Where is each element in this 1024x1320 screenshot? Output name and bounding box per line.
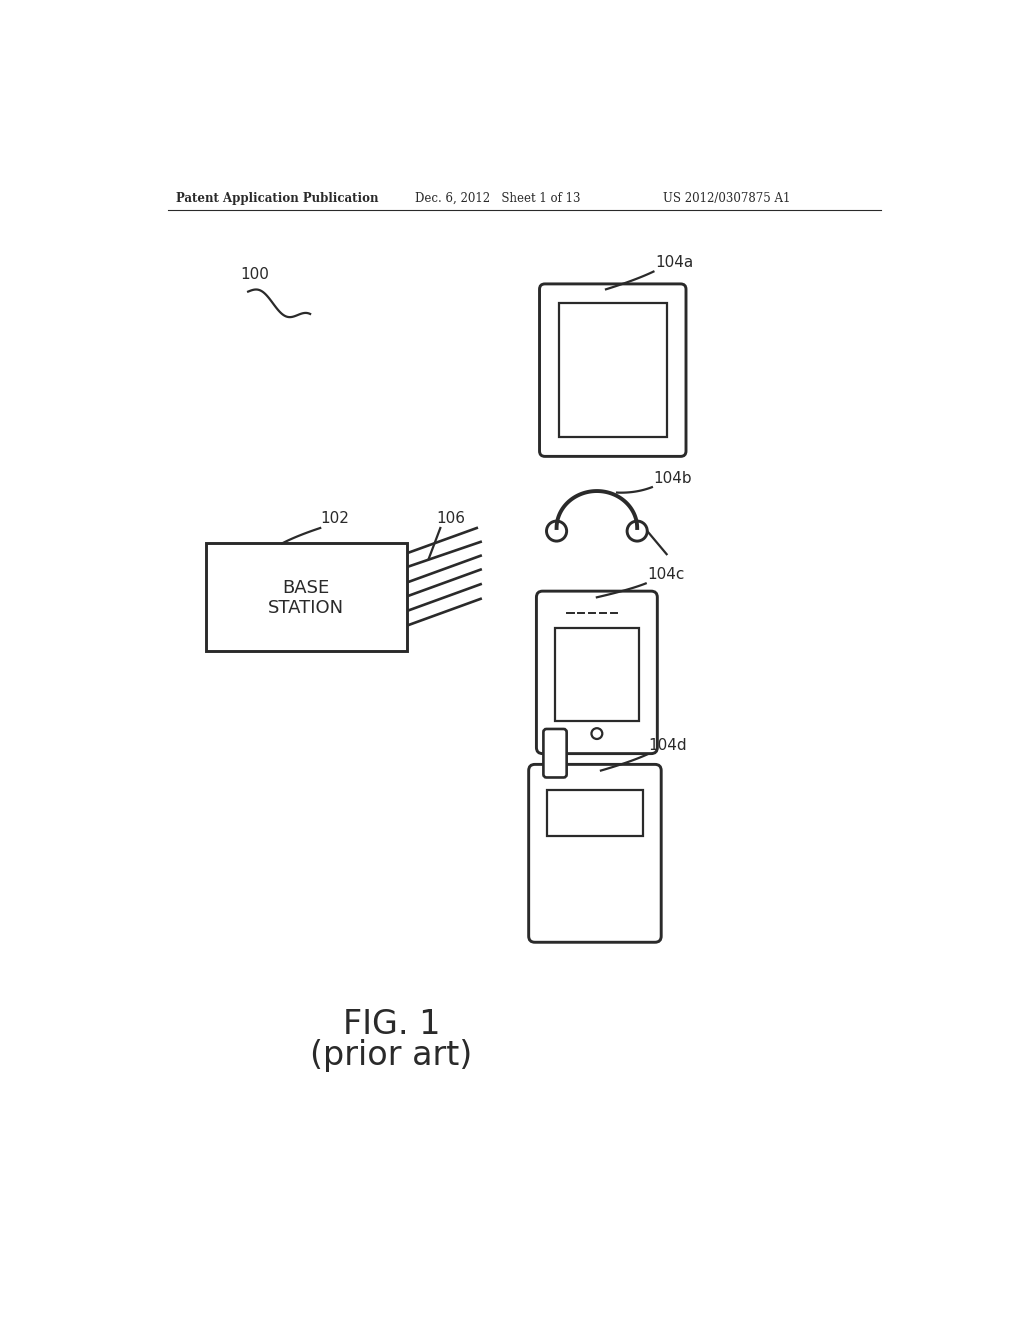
- Text: 102: 102: [321, 511, 349, 525]
- Text: 106: 106: [436, 511, 466, 525]
- Circle shape: [592, 729, 602, 739]
- Text: 104a: 104a: [655, 255, 693, 271]
- FancyBboxPatch shape: [544, 729, 566, 777]
- Text: 104d: 104d: [649, 738, 687, 752]
- Text: 104c: 104c: [647, 566, 685, 582]
- FancyBboxPatch shape: [537, 591, 657, 754]
- FancyBboxPatch shape: [559, 304, 667, 437]
- Text: Patent Application Publication: Patent Application Publication: [176, 191, 379, 205]
- Circle shape: [547, 521, 566, 541]
- Text: (prior art): (prior art): [310, 1039, 473, 1072]
- FancyBboxPatch shape: [206, 544, 407, 651]
- Text: US 2012/0307875 A1: US 2012/0307875 A1: [663, 191, 791, 205]
- Text: 104b: 104b: [653, 471, 692, 486]
- Text: 100: 100: [241, 267, 269, 281]
- FancyBboxPatch shape: [547, 789, 643, 836]
- Text: STATION: STATION: [268, 599, 344, 616]
- Text: FIG. 1: FIG. 1: [343, 1008, 440, 1041]
- FancyBboxPatch shape: [555, 628, 639, 721]
- FancyBboxPatch shape: [540, 284, 686, 457]
- Circle shape: [627, 521, 647, 541]
- FancyBboxPatch shape: [528, 764, 662, 942]
- Text: Dec. 6, 2012   Sheet 1 of 13: Dec. 6, 2012 Sheet 1 of 13: [415, 191, 581, 205]
- Text: BASE: BASE: [283, 579, 330, 597]
